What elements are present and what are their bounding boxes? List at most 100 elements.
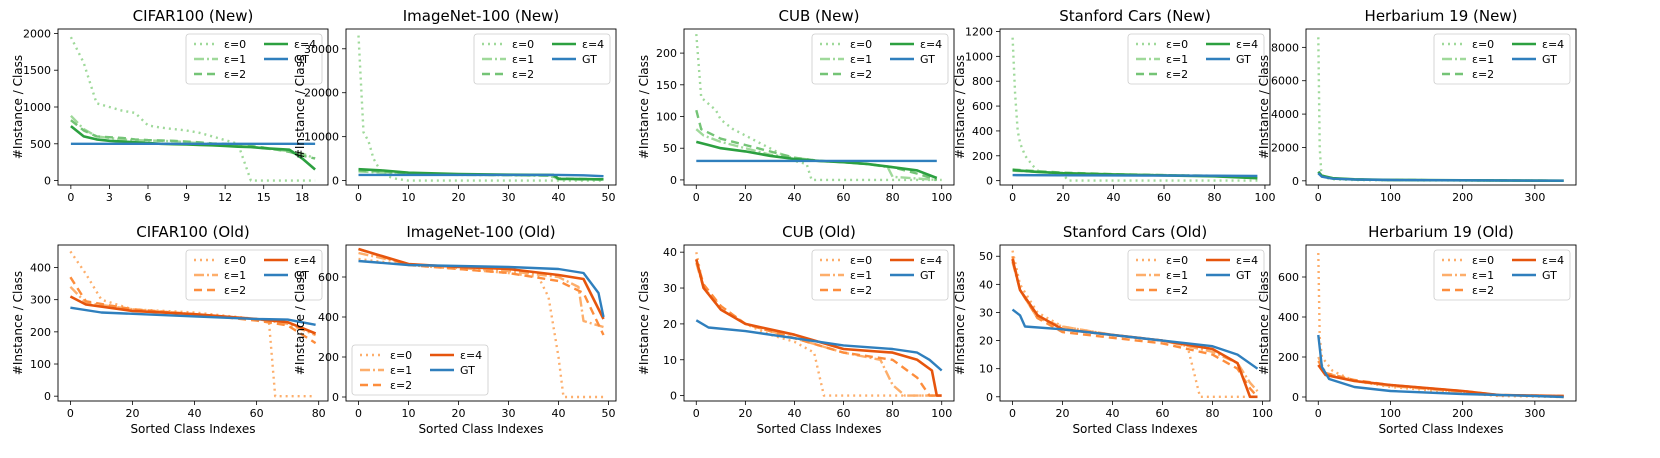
y-tick-label: 10 <box>979 363 993 376</box>
x-tick-label: 18 <box>295 191 309 204</box>
legend-label-e0: ε=0 <box>390 349 412 362</box>
legend-label-e1: ε=1 <box>1166 53 1188 66</box>
legend-label-gt: GT <box>294 53 309 66</box>
legend-label-e1: ε=1 <box>850 53 872 66</box>
legend-label-e0: ε=0 <box>1166 38 1188 51</box>
series-group <box>695 34 942 182</box>
x-tick-label: 0 <box>355 191 362 204</box>
chart-title: Stanford Cars (Old) <box>1063 223 1207 241</box>
series-line-e4 <box>695 258 942 397</box>
legend: ε=0 ε=1 ε=2 ε=4 GT <box>1127 33 1265 85</box>
series-group <box>358 247 605 399</box>
x-tick-label: 0 <box>1315 407 1322 420</box>
y-tick-label: 30 <box>663 282 677 295</box>
chart-title: Herbarium 19 (Old) <box>1368 223 1514 241</box>
y-tick-label: 0 <box>670 174 677 187</box>
legend-label-e0: ε=0 <box>512 38 534 51</box>
legend-label-gt: GT <box>920 269 935 282</box>
y-tick-label: 400 <box>1278 311 1299 324</box>
legend-label-e4: ε=4 <box>582 38 604 51</box>
chart-title: Herbarium 19 (New) <box>1365 7 1518 25</box>
x-tick-label: 0 <box>67 191 74 204</box>
legend-box <box>1127 33 1265 85</box>
series-group <box>69 250 317 398</box>
y-tick-label: 0 <box>986 175 993 188</box>
x-tick-label: 0 <box>693 191 700 204</box>
x-tick-label: 100 <box>931 407 952 420</box>
x-axis-label: Sorted Class Indexes <box>756 422 881 436</box>
chart-panel-7: ImageNet-100 (Old) 0 10 20 30 40 50 0 200 400 600 #… <box>293 223 617 436</box>
legend-label-e4: ε=4 <box>1236 38 1258 51</box>
x-tick-label: 0 <box>1009 407 1016 420</box>
y-tick-label: 30 <box>979 306 993 319</box>
x-tick-label: 6 <box>145 191 152 204</box>
legend: ε=0 ε=1 ε=2 ε=4 GT <box>1127 249 1265 301</box>
y-tick-label: 0 <box>1292 175 1299 188</box>
y-axis-label: #Instance / Class <box>293 55 307 159</box>
y-tick-label: 600 <box>972 100 993 113</box>
chart-panel-9: Stanford Cars (Old) 0 20 40 60 80 100 0 10 20 30 40… <box>953 223 1273 436</box>
series-group <box>1011 37 1258 182</box>
legend-label-gt: GT <box>1542 269 1557 282</box>
y-tick-label: 1200 <box>965 25 993 38</box>
legend-box <box>1433 33 1571 85</box>
legend-label-e1: ε=1 <box>224 269 246 282</box>
legend-label-gt: GT <box>920 53 935 66</box>
legend-label-e2: ε=2 <box>850 284 872 297</box>
legend-label-e1: ε=1 <box>512 53 534 66</box>
series-group <box>1317 37 1564 182</box>
series-group <box>69 36 316 182</box>
x-tick-label: 20 <box>125 407 139 420</box>
legend-label-e0: ε=0 <box>224 38 246 51</box>
chart-title: CUB (Old) <box>782 223 856 241</box>
legend-label-e4: ε=4 <box>294 254 316 267</box>
chart-panel-6: CIFAR100 (Old) 0 20 40 60 80 0 100 200 300 400 #Ins… <box>11 223 329 436</box>
plot-frame <box>999 244 1271 402</box>
y-axis-label: #Instance / Class <box>1257 271 1271 375</box>
x-tick-label: 20 <box>738 191 752 204</box>
series-line-gt <box>695 319 943 372</box>
plot-frame <box>1305 28 1577 186</box>
plot-frame <box>999 28 1271 186</box>
series-line-e4 <box>69 295 317 335</box>
series-line-e1 <box>695 128 937 182</box>
series-line-gt <box>70 306 316 326</box>
x-tick-label: 80 <box>886 191 900 204</box>
x-tick-label: 0 <box>67 407 74 420</box>
legend-box <box>351 344 489 396</box>
series-group <box>357 35 604 182</box>
x-tick-label: 20 <box>738 407 752 420</box>
x-axis-label: Sorted Class Indexes <box>130 422 255 436</box>
legend-label-e0: ε=0 <box>224 254 246 267</box>
y-tick-label: 6000 <box>1271 75 1299 88</box>
x-tick-label: 100 <box>1380 407 1401 420</box>
legend-label-e4: ε=4 <box>920 38 942 51</box>
y-axis-label: #Instance / Class <box>637 271 651 375</box>
y-tick-label: 20 <box>663 318 677 331</box>
chart-title: CIFAR100 (Old) <box>136 223 249 241</box>
y-axis-label: #Instance / Class <box>293 271 307 375</box>
x-tick-label: 20 <box>452 407 466 420</box>
legend: ε=0 ε=1 ε=2 ε=4 GT <box>1433 249 1571 301</box>
y-tick-label: 0 <box>44 390 51 403</box>
legend-box <box>811 33 949 85</box>
y-axis-label: #Instance / Class <box>953 271 967 375</box>
x-tick-label: 15 <box>257 191 271 204</box>
chart-title: Stanford Cars (New) <box>1059 7 1211 25</box>
y-tick-label: 0 <box>44 175 51 188</box>
y-tick-label: 2000 <box>23 27 51 40</box>
y-tick-label: 50 <box>979 250 993 263</box>
x-tick-label: 0 <box>355 407 362 420</box>
legend-label-e2: ε=2 <box>1166 284 1188 297</box>
x-tick-label: 100 <box>1254 191 1275 204</box>
x-tick-label: 9 <box>183 191 190 204</box>
y-tick-label: 1000 <box>23 101 51 114</box>
x-tick-label: 0 <box>1315 191 1322 204</box>
y-tick-label: 400 <box>972 125 993 138</box>
x-tick-label: 40 <box>552 191 566 204</box>
legend-label-e0: ε=0 <box>1472 38 1494 51</box>
x-tick-label: 3 <box>106 191 113 204</box>
series-group <box>695 251 943 397</box>
x-tick-label: 60 <box>1156 407 1170 420</box>
